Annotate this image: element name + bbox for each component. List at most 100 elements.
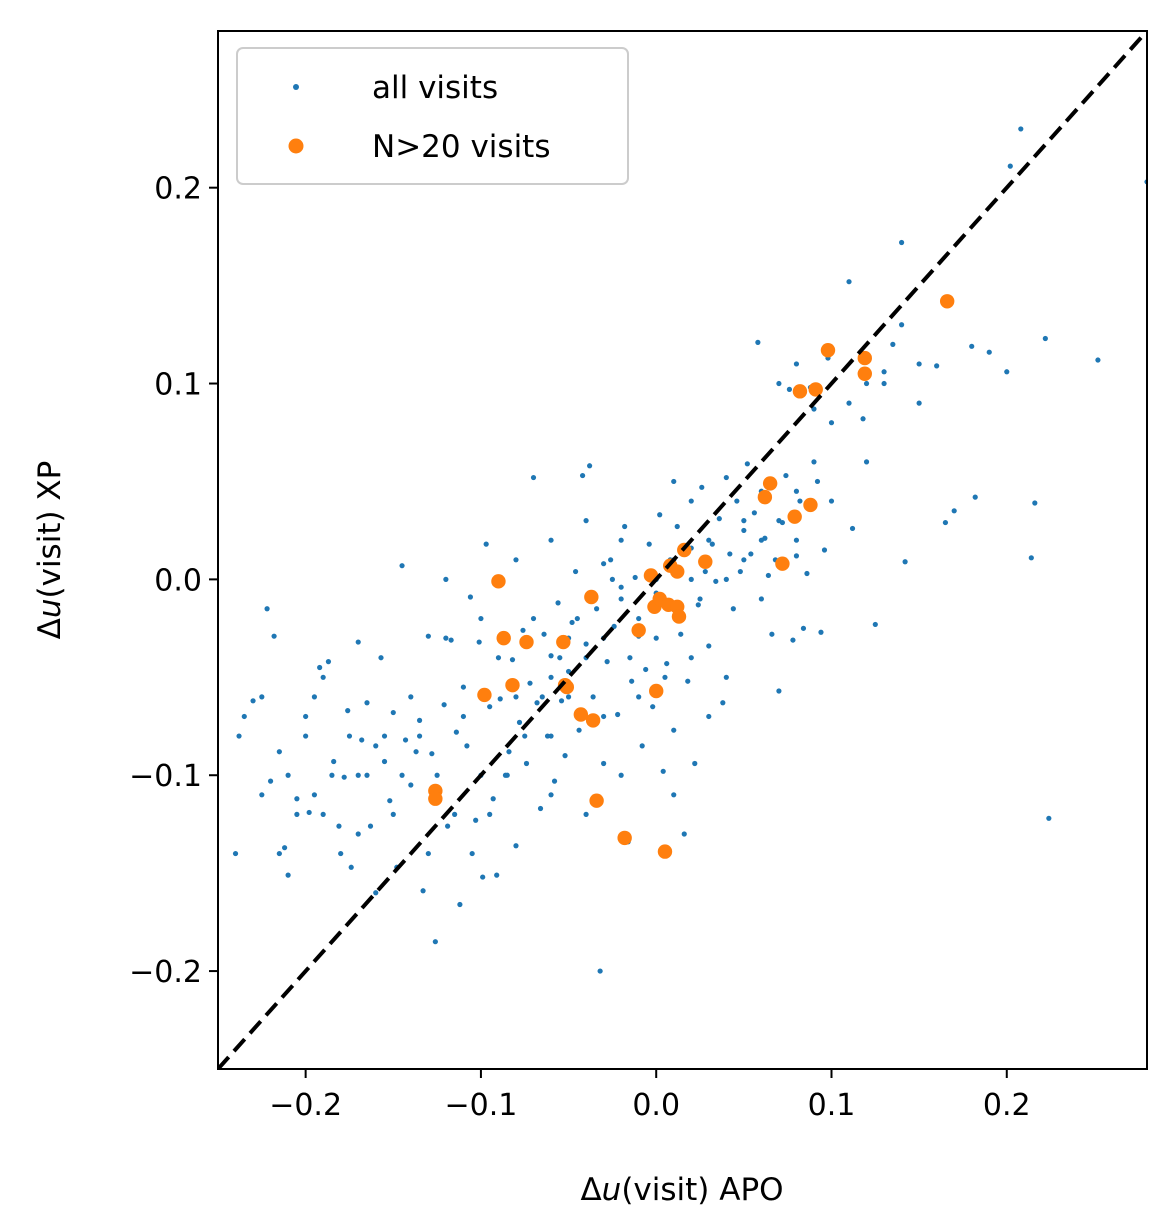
all-visits-point-261 [346,733,353,739]
all-visits-point-65 [527,680,533,686]
x-axis-label-suffix: (visit) APO [621,1172,783,1208]
all-visits-point-140 [790,637,796,643]
x-tick-label: 0.2 [983,1088,1031,1123]
all-visits-point-166 [986,349,992,355]
n-gt-20-visits-point-4 [496,630,511,646]
all-visits-point-57 [497,696,503,702]
all-visits-point-177 [513,557,519,563]
all-visits-point-257 [416,733,423,739]
n-gt-20-visits-point-11 [585,713,601,728]
all-visits-point-212 [303,733,309,739]
all-visits-point-12 [306,809,312,816]
all-visits-point-260 [364,772,370,778]
all-visits-point-180 [671,478,677,485]
all-visits-point-197 [583,811,589,818]
all-visits-point-91 [618,584,624,590]
all-visits-point-138 [783,472,789,479]
all-visits-point-236 [846,400,852,406]
all-visits-point-163 [951,508,957,514]
all-visits-point-243 [662,674,668,680]
all-visits-point-8 [282,845,288,851]
all-visits-point-79 [576,727,582,733]
all-visits-point-255 [452,811,458,818]
all-visits-point-117 [709,541,715,547]
all-visits-point-27 [378,655,384,661]
all-visits-point-194 [460,713,466,720]
all-visits-point-82 [587,463,593,469]
all-visits-point-49 [467,594,474,600]
x-axis-label: Δu(visit) APO [580,1172,783,1208]
n-gt-20-visits-point-27 [698,554,713,569]
all-visits-point-237 [863,380,870,387]
n-gt-20-visits-point-34 [808,382,823,397]
legend: all visits N>20 visits [236,47,629,185]
y-tick-label: −0.1 [129,759,202,794]
all-visits-point-40 [432,939,438,945]
all-visits-point-253 [487,811,493,818]
all-visits-point-221 [548,733,554,739]
all-visits-point-178 [548,537,554,543]
all-visits-point-259 [381,733,388,739]
all-visits-point-230 [723,576,729,582]
all-visits-point-262 [329,772,335,778]
all-visits-point-201 [758,596,764,602]
all-visits-point-210 [338,850,344,857]
all-visits-point-68 [537,805,544,812]
y-axis-label-suffix: (visit) XP [32,461,68,599]
all-visits-point-44 [448,637,454,643]
y-tick-label: −0.2 [129,955,202,990]
all-visits-point-24 [364,700,370,706]
all-visits-point-107 [674,523,680,530]
x-axis-label-prefix: Δ [580,1172,601,1208]
all-visits-point-64 [523,760,530,767]
all-visits-point-4 [264,606,270,612]
x-axis-ticks: −0.2 −0.1 0.0 0.1 0.2 [269,1069,1031,1123]
x-axis-label-var: u [602,1172,622,1208]
x-tick-label: 0.1 [808,1088,856,1123]
all-visits-point-9 [285,872,291,878]
all-visits-point-216 [425,850,431,857]
all-visits-point-59 [506,749,512,755]
all-visits-point-165 [972,494,978,500]
all-visits-point-182 [706,537,712,543]
all-visits-point-56 [494,872,500,878]
legend-label-n-gt-20-visits: N>20 visits [372,129,551,165]
all-visits-point-142 [797,498,803,504]
all-visits-point-74 [558,698,565,704]
all-visits-point-36 [416,717,423,723]
all-visits-point-10 [294,796,300,802]
all-visits-point-39 [429,751,435,757]
all-visits-point-203 [828,498,835,504]
all-visits-point-160 [916,361,922,367]
all-visits-point-218 [443,635,449,641]
all-visits-point-124 [734,498,740,504]
all-visits-point-264 [294,811,300,818]
all-visits-point-7 [276,749,282,755]
all-visits-point-127 [744,461,750,467]
all-visits-point-204 [863,459,870,465]
x-tick-label: −0.2 [269,1088,342,1123]
series-n-gt-20-visits [428,294,955,859]
all-visits-point-211 [373,890,379,896]
data-marks [218,31,1147,1069]
all-visits-point-18 [336,823,342,829]
all-visits-point-181 [688,498,694,504]
all-visits-point-192 [530,615,537,622]
all-visits-point-172 [1042,335,1048,342]
all-visits-point-191 [688,655,694,661]
all-visits-point-214 [320,811,326,818]
all-visits-point-176 [443,576,449,582]
all-visits-point-69 [541,631,547,637]
all-visits-point-136 [776,688,782,694]
y-axis-label-prefix: Δ [32,618,68,639]
all-visits-point-235 [811,459,817,465]
all-visits-point-37 [420,888,426,894]
all-visits-point-86 [601,760,607,767]
all-visits-point-129 [751,510,757,516]
n-gt-20-visits-point-31 [787,509,802,524]
all-visits-point-225 [618,596,624,602]
all-visits-point-92 [622,523,628,530]
n-gt-20-visits-point-36 [857,350,872,366]
all-visits-point-90 [615,711,621,718]
all-visits-point-72 [551,778,558,784]
